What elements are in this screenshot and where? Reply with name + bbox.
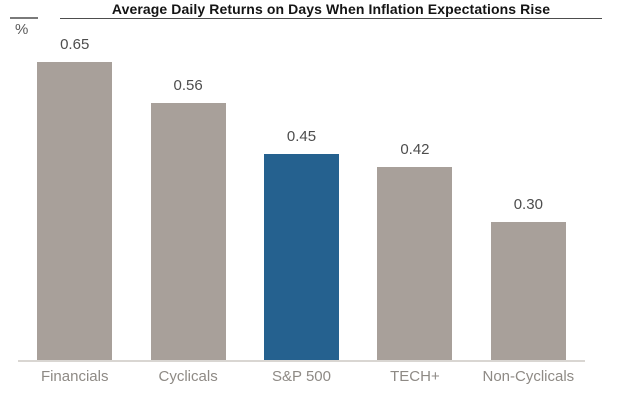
bar-non-cyclicals [490,222,566,360]
bar-group-cyclicals: 0.56 [131,77,244,360]
x-axis-baseline [18,360,585,362]
x-axis-label-financials: Financials [40,368,109,385]
bar-value-label: 0.65 [60,36,90,53]
x-axis-label-s-p-500: S&P 500 [272,368,331,385]
y-axis-tick-line [10,17,38,19]
bar-value-label: 0.42 [400,141,430,158]
bar-value-label: 0.30 [513,196,543,213]
x-axis-label-non-cyclicals: Non-Cyclicals [482,368,575,385]
plot-area: 0.65 0.56 0.45 0.42 0.30 [18,0,585,360]
chart-header: Average Daily Returns on Days When Infla… [60,2,602,19]
bar-group-financials: 0.65 [18,36,131,360]
bar-tech [377,167,453,360]
bar-value-label: 0.56 [173,77,203,94]
x-axis-labels: Financials Cyclicals S&P 500 TECH+ Non-Cycli… [18,368,585,385]
chart-title: Average Daily Returns on Days When Infla… [111,1,551,17]
bar-group-tech: 0.42 [358,141,471,360]
y-axis-unit-label: % [15,21,29,38]
bar-group-s-p-500: 0.45 [245,128,358,360]
bar-s-p-500 [264,154,340,360]
x-axis-label-tech: TECH+ [390,368,440,385]
bar-value-label: 0.45 [286,128,317,145]
bar-group-non-cyclicals: 0.30 [472,196,585,360]
bar-cyclicals [150,103,226,360]
bar-financials [37,62,113,360]
x-axis-label-cyclicals: Cyclicals [158,368,218,385]
